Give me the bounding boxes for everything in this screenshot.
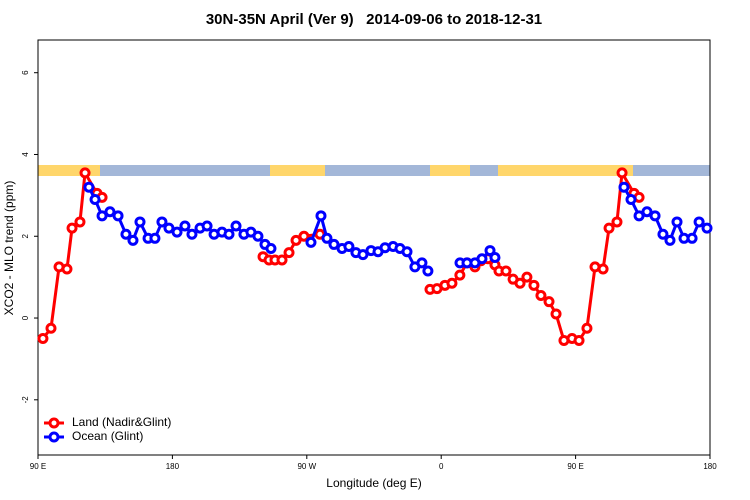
legend-marker [48,417,60,429]
point [37,332,49,344]
point [573,335,585,347]
x-tick-label: 90 W [297,462,316,471]
point [416,257,428,269]
point [179,220,191,232]
y-tick-label: 6 [21,70,30,75]
point [120,228,132,240]
point [283,247,295,259]
point [633,210,645,222]
point [581,322,593,334]
point [671,216,683,228]
surface-band [38,165,710,176]
point [89,193,101,205]
legend-marker [48,431,60,443]
point [603,222,615,234]
point [657,228,669,240]
point [83,181,95,193]
point [223,228,235,240]
point [45,322,57,334]
y-tick-label: 2 [21,233,30,238]
ocean-band [38,165,710,176]
point [693,216,705,228]
point [489,252,501,264]
point [664,234,676,246]
point [252,230,264,242]
point [500,265,512,277]
point [343,240,355,252]
point [315,210,327,222]
y-axis-title: XCO2 - MLO trend (ppm) [2,181,16,316]
point [66,222,78,234]
point [543,296,555,308]
x-tick-label: 180 [166,462,180,471]
x-tick-label: 0 [439,462,444,471]
point [74,216,86,228]
point [201,220,213,232]
plot-frame [37,39,711,456]
land-band [498,165,633,176]
point [550,308,562,320]
point [521,271,533,283]
point [134,216,146,228]
point [186,228,198,240]
chart-title: 30N-35N April (Ver 9) 2014-09-06 to 2018… [206,11,542,28]
point [112,210,124,222]
point [290,234,302,246]
point [357,249,369,261]
point [484,245,496,257]
point [528,279,540,291]
point [305,236,317,248]
x-axis-title: Longitude (deg E) [326,476,421,490]
series-line [41,168,641,343]
legend-label: Land (Nadir&Glint) [72,415,171,429]
point [514,277,526,289]
point [535,290,547,302]
point [446,277,458,289]
point [171,226,183,238]
point [328,238,340,250]
land-band [430,165,470,176]
point [298,230,310,242]
land-band [38,165,100,176]
point [321,232,333,244]
point [686,232,698,244]
point [616,167,628,179]
point [149,232,161,244]
point [597,263,609,275]
point [127,234,139,246]
point [79,167,91,179]
point [454,269,466,281]
land-band [270,165,325,176]
point [611,216,623,228]
y-tick-label: -2 [21,396,30,404]
legend-label: Ocean (Glint) [72,429,143,443]
point [265,243,277,255]
point [422,265,434,277]
point [701,222,713,234]
point [61,263,73,275]
point [104,206,116,218]
point [401,246,413,258]
x-tick-label: 180 [703,462,717,471]
point [649,210,661,222]
point [96,210,108,222]
point [618,181,630,193]
point [156,216,168,228]
point [163,222,175,234]
point [276,254,288,266]
y-tick-label: 4 [21,152,30,157]
point [625,193,637,205]
x-tick-label: 90 E [30,462,46,471]
x-tick-label: 90 E [567,462,583,471]
point [476,253,488,265]
point [641,206,653,218]
y-tick-label: 0 [21,315,30,320]
point [230,220,242,232]
